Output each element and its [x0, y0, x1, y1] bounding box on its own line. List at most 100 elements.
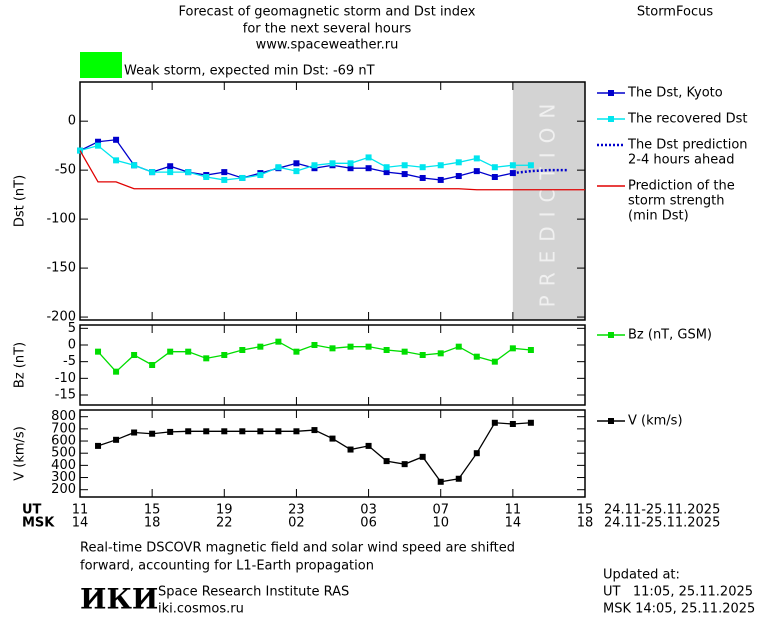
x2-tick-label: 10: [432, 516, 449, 531]
x2-tick-label: 22: [216, 516, 233, 531]
data-point: [257, 428, 264, 435]
data-point: [527, 347, 534, 353]
data-point: [347, 160, 354, 167]
updated: MSK 14:05, 25.11.2025: [603, 602, 755, 617]
data-point: [365, 343, 372, 350]
legend-marker: [608, 418, 614, 424]
data-point: [185, 428, 192, 435]
data-point: [167, 169, 174, 176]
data-point: [347, 343, 354, 350]
data-point: [239, 428, 246, 435]
data-point: [221, 352, 228, 358]
data-point: [221, 169, 228, 176]
note: forward, accounting for L1-Earth propaga…: [80, 559, 374, 574]
data-point: [329, 345, 336, 352]
data-point: [113, 136, 120, 143]
data-point: [257, 172, 264, 179]
brand: StormFocus: [637, 5, 713, 20]
data-point: [113, 157, 120, 164]
site-url: www.spaceweather.ru: [256, 38, 399, 53]
x2-tick-label: 18: [144, 516, 161, 531]
data-point: [275, 428, 282, 435]
data-point: [383, 347, 390, 353]
data-point: [95, 442, 102, 449]
data-point: [185, 169, 192, 176]
data-point: [437, 162, 444, 169]
legend-label: Prediction of the: [628, 179, 735, 194]
note: Real-time DSCOVR magnetic field and sola…: [80, 541, 515, 556]
data-point: [149, 430, 156, 437]
y-tick-label: -50: [55, 163, 76, 178]
x-tick-label: 23: [288, 503, 305, 518]
data-point: [473, 450, 480, 457]
x2-tick-label: 02: [288, 516, 305, 531]
data-point: [167, 163, 174, 170]
data-point: [401, 348, 408, 355]
data-point: [239, 347, 246, 353]
data-point: [293, 348, 300, 355]
x-tick-label: 07: [432, 503, 449, 518]
y-tick-label: -150: [46, 261, 76, 276]
data-point: [131, 162, 138, 169]
data-point: [95, 348, 102, 355]
y-tick-label: 500: [51, 446, 76, 461]
data-point: [383, 458, 390, 465]
y-tick-label: 5: [68, 321, 76, 336]
data-point: [383, 164, 390, 171]
y-tick-label: -15: [55, 388, 76, 403]
data-point: [185, 348, 192, 355]
legend-label: The Dst prediction: [627, 138, 748, 153]
data-point: [419, 352, 426, 358]
legend-marker: [608, 116, 614, 122]
data-point: [365, 165, 372, 172]
data-point: [527, 162, 534, 169]
y-tick-label: 800: [51, 409, 76, 424]
y-axis-label: V (km/s): [13, 426, 28, 481]
data-point: [167, 428, 174, 435]
data-point: [509, 162, 516, 169]
prediction-region: [512, 82, 585, 320]
y-tick-label: -100: [46, 212, 76, 227]
data-point: [221, 176, 228, 183]
status-indicator: [80, 52, 122, 78]
plot-frame: [79, 81, 586, 321]
x2-tick-label: 18: [577, 516, 594, 531]
x-tick-label: 19: [216, 503, 233, 518]
legend-label: V (km/s): [628, 414, 683, 429]
data-point: [347, 165, 354, 172]
data-point: [437, 176, 444, 183]
data-point: [329, 160, 336, 167]
updated: UT 11:05, 25.11.2025: [603, 585, 753, 600]
data-point: [455, 475, 462, 482]
data-point: [203, 355, 210, 362]
data-point: [95, 142, 102, 149]
series-line: [79, 150, 585, 191]
data-point: [203, 428, 210, 435]
data-point: [401, 162, 408, 169]
x2-tick-label: 14: [72, 516, 89, 531]
y-tick-label: 0: [68, 338, 76, 353]
legend-label: storm strength: [628, 194, 725, 209]
x-tick-label: 11: [505, 503, 522, 518]
x-tick-label: 15: [144, 503, 161, 518]
data-point: [95, 138, 102, 145]
institute: Space Research Institute RAS: [158, 585, 349, 600]
series-line: [512, 168, 567, 175]
data-point: [455, 343, 462, 350]
y-tick-label: -200: [46, 310, 76, 325]
data-point: [347, 446, 354, 453]
data-point: [203, 174, 210, 181]
data-point: [401, 461, 408, 468]
data-point: [365, 442, 372, 449]
legend-label: Bz (nT, GSM): [628, 328, 712, 343]
data-point: [419, 453, 426, 460]
data-point: [131, 352, 138, 358]
plot-frame: [79, 324, 586, 406]
data-point: [473, 168, 480, 175]
y-axis-label: Bz (nT): [13, 342, 28, 388]
data-point: [113, 436, 120, 443]
data-point: [311, 427, 318, 434]
data-point: [491, 419, 498, 426]
date-range: 24.11-25.11.2025: [604, 516, 720, 531]
